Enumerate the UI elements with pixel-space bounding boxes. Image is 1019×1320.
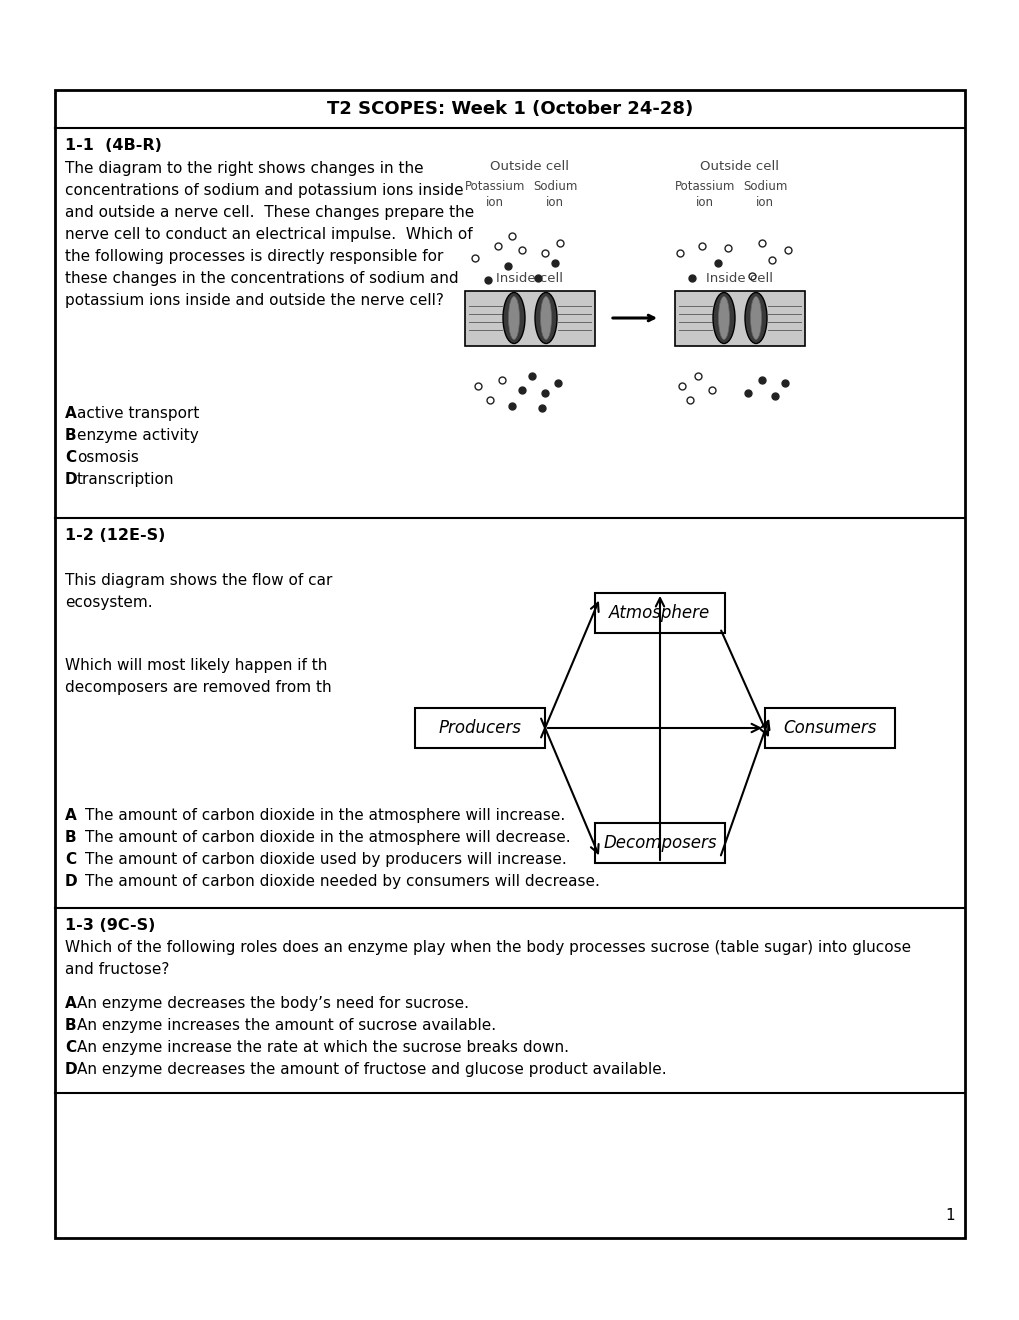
Text: An enzyme increase the rate at which the sucrose breaks down.: An enzyme increase the rate at which the… <box>76 1040 569 1055</box>
Ellipse shape <box>508 297 519 339</box>
Text: 1-3 (9C-S): 1-3 (9C-S) <box>65 917 155 933</box>
Text: C: C <box>65 1040 76 1055</box>
Text: B: B <box>65 830 76 845</box>
Text: Outside cell: Outside cell <box>700 160 779 173</box>
Text: The amount of carbon dioxide needed by consumers will decrease.: The amount of carbon dioxide needed by c… <box>85 874 599 888</box>
Text: these changes in the concentrations of sodium and: these changes in the concentrations of s… <box>65 271 459 286</box>
Text: transcription: transcription <box>76 473 174 487</box>
Text: potassium ions inside and outside the nerve cell?: potassium ions inside and outside the ne… <box>65 293 443 308</box>
Bar <box>415 708 544 748</box>
Ellipse shape <box>744 293 766 343</box>
Text: 1: 1 <box>945 1208 954 1224</box>
Text: D: D <box>65 1063 77 1077</box>
Text: Which of the following roles does an enzyme play when the body processes sucrose: Which of the following roles does an enz… <box>65 940 910 954</box>
Text: Sodium
ion: Sodium ion <box>532 180 577 209</box>
Text: enzyme activity: enzyme activity <box>76 428 199 444</box>
Text: Inside cell: Inside cell <box>496 272 562 285</box>
Text: Producers: Producers <box>438 719 521 737</box>
Text: osmosis: osmosis <box>76 450 139 465</box>
Bar <box>675 290 804 346</box>
Text: An enzyme increases the amount of sucrose available.: An enzyme increases the amount of sucros… <box>76 1018 495 1034</box>
Text: 1-1  (4B-R): 1-1 (4B-R) <box>65 139 162 153</box>
Text: 1-2 (12E-S): 1-2 (12E-S) <box>65 528 165 543</box>
Text: Consumers: Consumers <box>783 719 875 737</box>
Text: D: D <box>65 874 77 888</box>
Bar <box>465 290 594 346</box>
Text: B: B <box>65 428 76 444</box>
Text: The amount of carbon dioxide in the atmosphere will increase.: The amount of carbon dioxide in the atmo… <box>85 808 565 822</box>
Text: C: C <box>65 450 76 465</box>
Text: The amount of carbon dioxide used by producers will increase.: The amount of carbon dioxide used by pro… <box>85 851 567 867</box>
Text: Sodium
ion: Sodium ion <box>742 180 787 209</box>
Text: Outside cell: Outside cell <box>490 160 569 173</box>
Bar <box>594 822 725 863</box>
Text: and outside a nerve cell.  These changes prepare the: and outside a nerve cell. These changes … <box>65 205 474 220</box>
Text: An enzyme decreases the body’s need for sucrose.: An enzyme decreases the body’s need for … <box>76 997 469 1011</box>
Text: decomposers are removed from th: decomposers are removed from th <box>65 680 331 696</box>
Text: the following processes is directly responsible for: the following processes is directly resp… <box>65 249 443 264</box>
Text: active transport: active transport <box>76 407 199 421</box>
Text: Which will most likely happen if th: Which will most likely happen if th <box>65 657 327 673</box>
Text: A: A <box>65 407 76 421</box>
Ellipse shape <box>535 293 556 343</box>
Text: Atmosphere: Atmosphere <box>608 605 710 622</box>
Text: An enzyme decreases the amount of fructose and glucose product available.: An enzyme decreases the amount of fructo… <box>76 1063 666 1077</box>
Ellipse shape <box>750 297 761 339</box>
Bar <box>764 708 894 748</box>
Text: A: A <box>65 808 76 822</box>
Text: concentrations of sodium and potassium ions inside: concentrations of sodium and potassium i… <box>65 183 464 198</box>
Text: T2 SCOPES: Week 1 (October 24-28): T2 SCOPES: Week 1 (October 24-28) <box>326 100 693 117</box>
Text: ecosystem.: ecosystem. <box>65 595 153 610</box>
Text: Potassium
ion: Potassium ion <box>465 180 525 209</box>
Text: The diagram to the right shows changes in the: The diagram to the right shows changes i… <box>65 161 423 176</box>
Text: Inside cell: Inside cell <box>706 272 772 285</box>
Text: The amount of carbon dioxide in the atmosphere will decrease.: The amount of carbon dioxide in the atmo… <box>85 830 570 845</box>
Text: nerve cell to conduct an electrical impulse.  Which of: nerve cell to conduct an electrical impu… <box>65 227 472 242</box>
Text: and fructose?: and fructose? <box>65 962 169 977</box>
Text: B: B <box>65 1018 76 1034</box>
Text: A: A <box>65 997 76 1011</box>
Ellipse shape <box>717 297 729 339</box>
Bar <box>55 90 964 1238</box>
Bar <box>594 593 725 634</box>
Ellipse shape <box>712 293 735 343</box>
Text: D: D <box>65 473 77 487</box>
Text: Decomposers: Decomposers <box>602 834 716 851</box>
Text: This diagram shows the flow of car: This diagram shows the flow of car <box>65 573 332 587</box>
Ellipse shape <box>502 293 525 343</box>
Text: Potassium
ion: Potassium ion <box>675 180 735 209</box>
Ellipse shape <box>540 297 551 339</box>
Text: C: C <box>65 851 76 867</box>
